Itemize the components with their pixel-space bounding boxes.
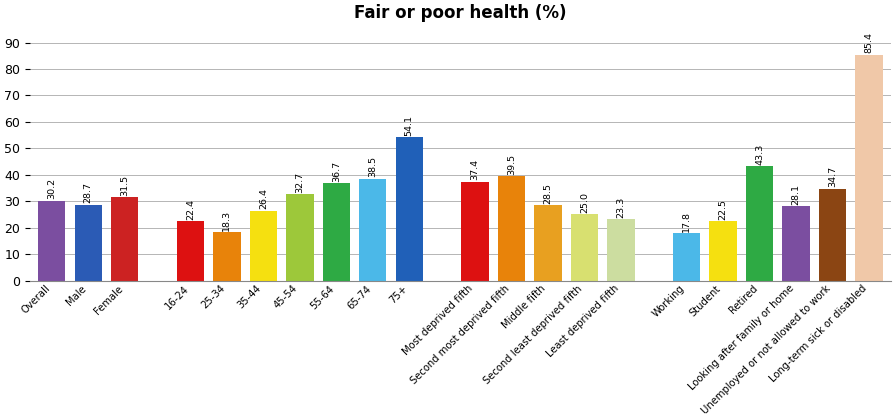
Bar (213, 232, 240, 281)
Bar (534, 205, 561, 281)
Title: Fair or poor health (%): Fair or poor health (%) (354, 4, 566, 22)
Bar (570, 215, 597, 281)
Bar (74, 205, 102, 281)
Text: 22.4: 22.4 (186, 199, 195, 220)
Text: 85.4: 85.4 (864, 32, 873, 53)
Bar (818, 189, 845, 281)
Bar (745, 166, 772, 281)
Text: 17.8: 17.8 (681, 211, 690, 232)
Text: 43.3: 43.3 (755, 144, 763, 165)
Bar (855, 55, 881, 281)
Bar (395, 137, 423, 281)
Bar (358, 179, 386, 281)
Text: 28.5: 28.5 (543, 183, 552, 204)
Text: 25.0: 25.0 (579, 192, 588, 213)
Bar (460, 181, 488, 281)
Bar (322, 184, 350, 281)
Text: 26.4: 26.4 (258, 189, 267, 210)
Text: 39.5: 39.5 (506, 154, 515, 175)
Bar (249, 211, 277, 281)
Text: 28.7: 28.7 (84, 182, 93, 203)
Bar (606, 219, 634, 281)
Bar (111, 197, 139, 281)
Bar (176, 221, 204, 281)
Text: 38.5: 38.5 (368, 156, 377, 177)
Text: 28.1: 28.1 (790, 184, 799, 205)
Bar (781, 206, 809, 281)
Text: 34.7: 34.7 (827, 166, 836, 187)
Text: 18.3: 18.3 (222, 210, 232, 231)
Bar (709, 221, 736, 281)
Bar (286, 194, 313, 281)
Bar (497, 176, 525, 281)
Bar (38, 201, 65, 281)
Text: 32.7: 32.7 (295, 172, 304, 193)
Text: 23.3: 23.3 (616, 197, 625, 218)
Text: 31.5: 31.5 (120, 175, 129, 196)
Text: 37.4: 37.4 (470, 159, 479, 180)
Text: 22.5: 22.5 (718, 199, 727, 220)
Bar (672, 234, 699, 281)
Text: 54.1: 54.1 (404, 115, 413, 136)
Text: 36.7: 36.7 (332, 161, 341, 182)
Text: 30.2: 30.2 (47, 178, 56, 199)
